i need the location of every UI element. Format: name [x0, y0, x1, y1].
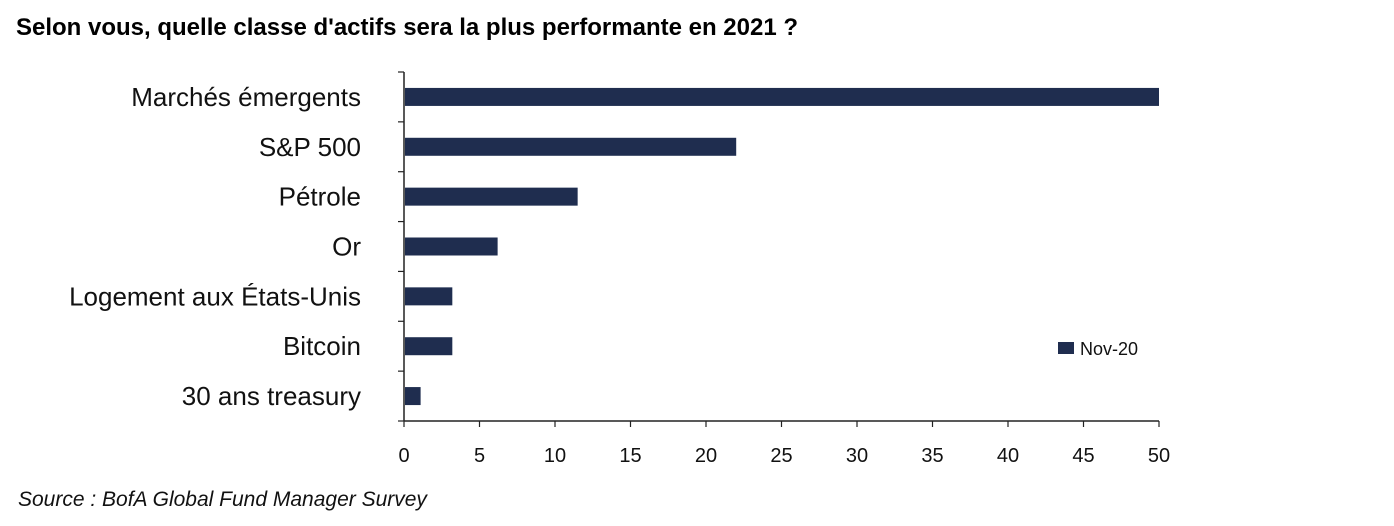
bar	[405, 187, 578, 206]
x-tick-label: 50	[1148, 445, 1170, 467]
x-axis-frame	[398, 71, 1160, 427]
category-labels: Marchés émergents S&P 500 Pétrole Or Logemen…	[69, 82, 361, 411]
category-label: Marchés émergents	[131, 82, 361, 112]
x-tick-label: 5	[474, 445, 485, 467]
category-label: S&P 500	[259, 132, 361, 162]
x-tick-label: 30	[846, 445, 868, 467]
bar	[405, 287, 453, 306]
legend-swatch	[1058, 342, 1074, 354]
x-tick-label: 35	[921, 445, 943, 467]
x-tick-label: 20	[695, 445, 717, 467]
category-label: Bitcoin	[283, 331, 361, 361]
bars	[405, 87, 1159, 406]
bar	[405, 87, 1159, 106]
x-tick-labels: 0 5 10 15 20 25 30 35 40 45 50	[398, 445, 1170, 467]
x-tick-label: 25	[770, 445, 792, 467]
category-label: 30 ans treasury	[182, 381, 361, 411]
category-label: Logement aux États-Unis	[69, 281, 361, 311]
x-tick-label: 10	[544, 445, 566, 467]
bar	[405, 387, 421, 406]
bar	[405, 237, 498, 256]
bar	[405, 137, 737, 156]
bar	[405, 337, 453, 356]
x-tick-label: 15	[619, 445, 641, 467]
category-label: Pétrole	[279, 182, 361, 212]
chart-title: Selon vous, quelle classe d'actifs sera …	[16, 14, 799, 41]
category-label: Or	[332, 232, 361, 262]
source-note: Source : BofA Global Fund Manager Survey	[18, 488, 427, 511]
legend: Nov-20	[1058, 339, 1138, 359]
x-tick-label: 0	[398, 445, 409, 467]
legend-label: Nov-20	[1080, 339, 1138, 359]
x-tick-label: 40	[997, 445, 1019, 467]
x-tick-label: 45	[1072, 445, 1094, 467]
